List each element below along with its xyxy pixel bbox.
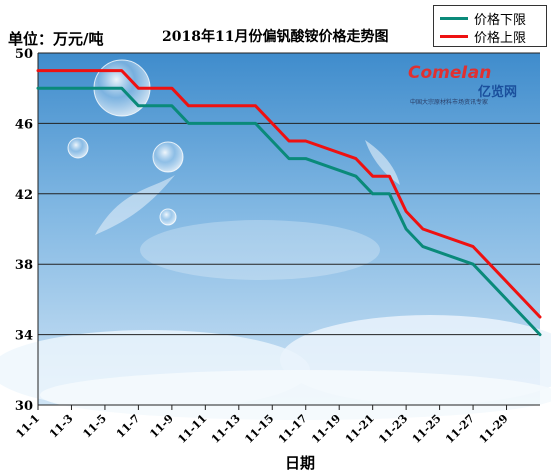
- watermark-brand: ComeIan: [408, 63, 491, 83]
- legend-swatch-lower: [440, 16, 468, 20]
- x-tick-label: 11-3: [47, 412, 76, 441]
- series-lines: [36, 69, 542, 337]
- y-tick-label: 42: [15, 188, 33, 203]
- watermark-brand-cn: 亿览网: [478, 84, 517, 100]
- y-tick-label: 34: [15, 329, 33, 344]
- grid-lines: [38, 52, 540, 336]
- y-tick-label: 46: [15, 117, 33, 132]
- legend-swatch-upper: [440, 34, 468, 38]
- feather-decoration: [365, 140, 400, 185]
- x-tick-label: 11-1: [13, 412, 42, 441]
- unit-label: 单位：万元/吨: [8, 30, 104, 48]
- x-tick-labels: 11-1 11-3 11-5 11-7 11-9 11-11 11-13 11-15 11-17…: [13, 412, 510, 446]
- plot-background: [0, 53, 551, 420]
- feather-decoration: [95, 175, 175, 235]
- y-tick-label: 30: [15, 399, 33, 414]
- y-tick-labels: 30 34 38 42 46 50: [15, 47, 33, 414]
- x-tick-label: 11-5: [80, 412, 109, 441]
- bubble-decoration: [67, 137, 89, 159]
- axes: [37, 53, 540, 410]
- chart-title: 2018年11月份偏钒酸铵价格走势图: [162, 29, 389, 45]
- legend-label-upper: 价格上限: [474, 30, 527, 46]
- x-axis-title: 日期: [284, 454, 315, 472]
- x-tick-label: 11-29: [477, 412, 511, 446]
- x-tick-label: 11-7: [114, 412, 143, 441]
- legend-item-upper: 价格上限: [440, 27, 527, 46]
- legend-item-lower: 价格下限: [440, 9, 527, 28]
- watermark-logo: ComeIan 亿览网 中国大宗原材料市场资讯专家: [408, 63, 517, 106]
- y-tick-label: 38: [15, 258, 33, 273]
- legend: 价格下限 价格上限: [433, 5, 547, 47]
- legend-label-lower: 价格下限: [474, 12, 527, 28]
- bubble-decoration: [159, 208, 177, 226]
- y-tick-label: 50: [15, 47, 33, 62]
- series-line-lower: [36, 86, 542, 337]
- x-tick-label: 11-27: [443, 412, 477, 446]
- watermark-tagline: 中国大宗原材料市场资讯专家: [410, 98, 488, 106]
- series-line-upper: [36, 69, 542, 319]
- bubble-decoration: [152, 141, 184, 173]
